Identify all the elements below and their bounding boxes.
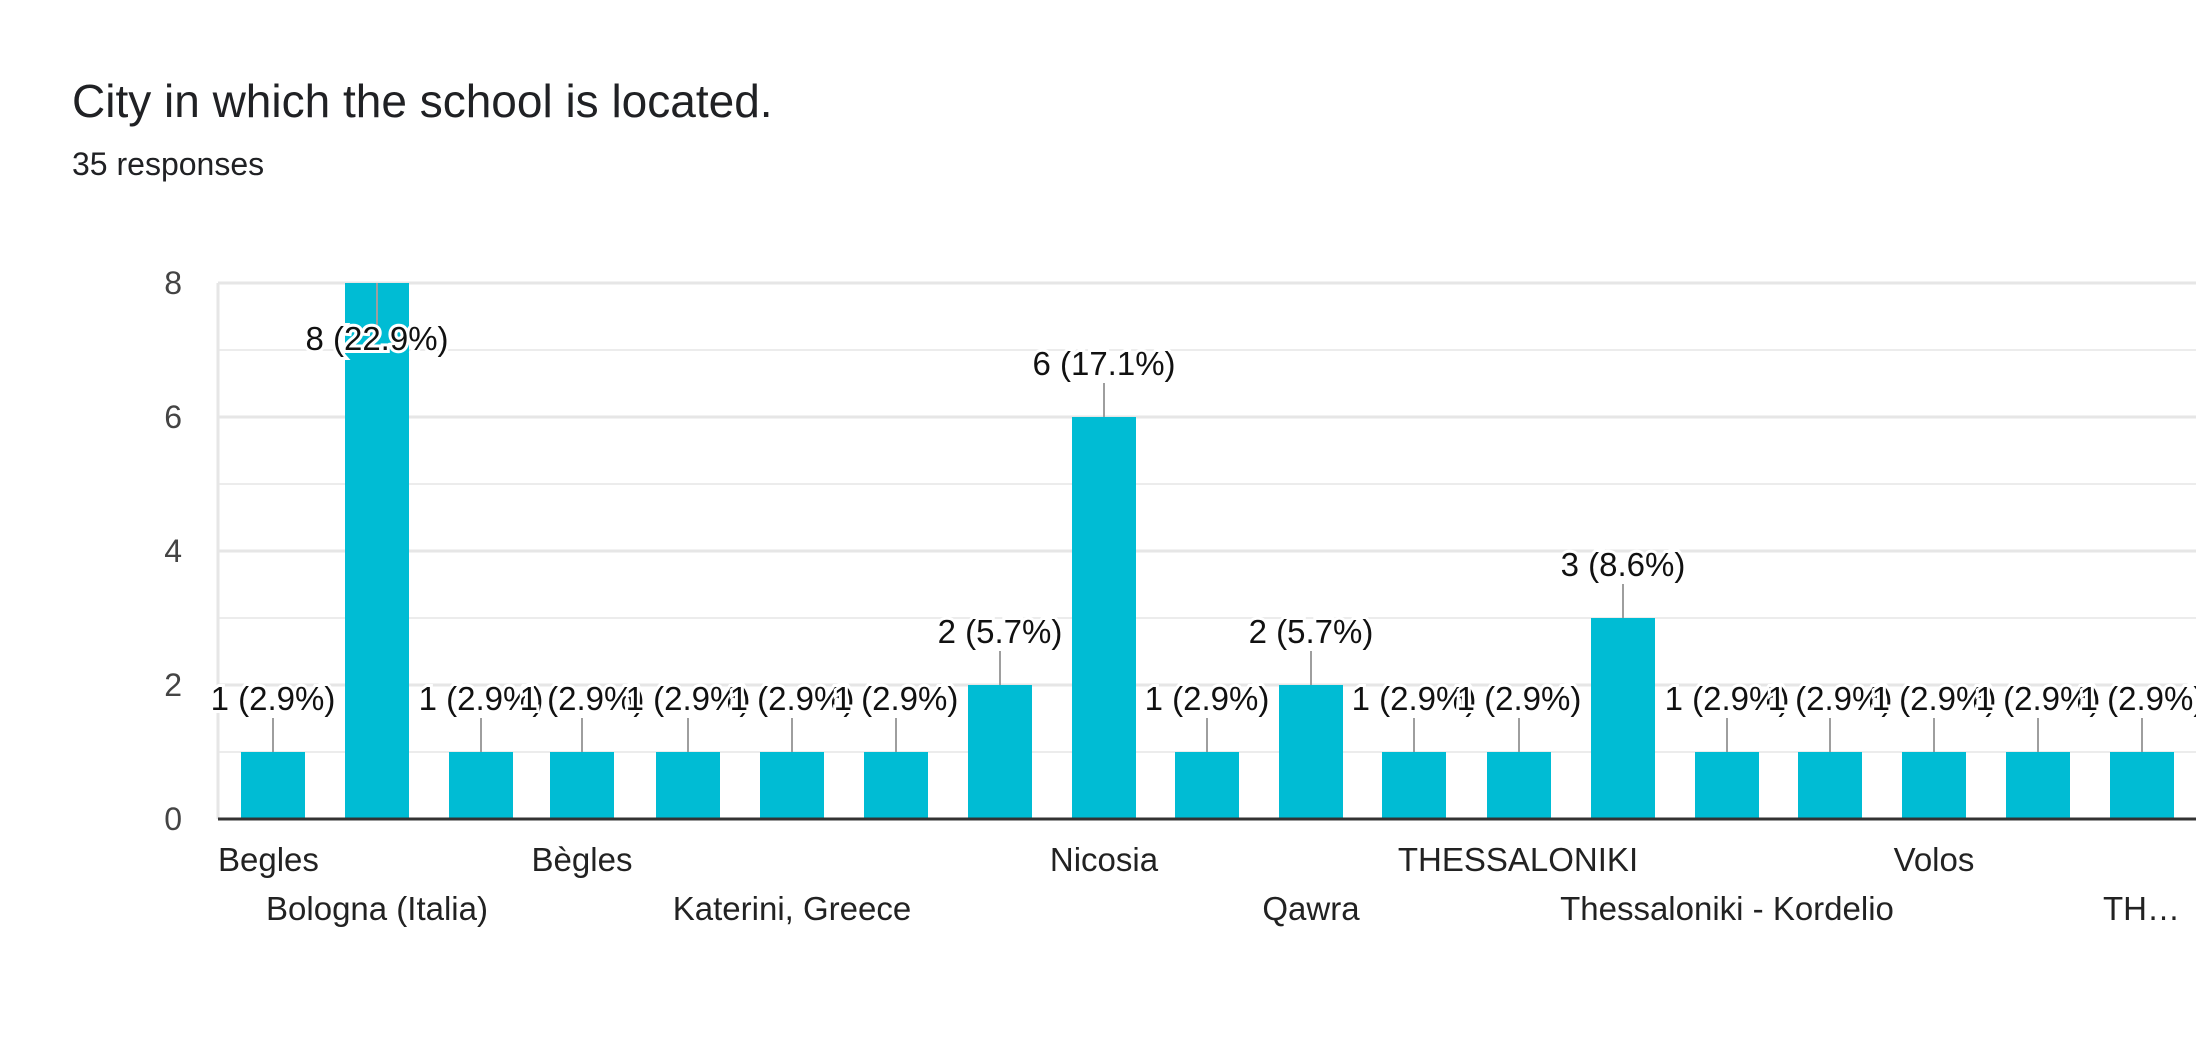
gridlines — [216, 281, 2196, 819]
data-label: 1 (2.9%) — [1352, 680, 1477, 717]
data-label: 2 (5.7%) — [1249, 613, 1374, 650]
data-label: 1 (2.9%) — [834, 680, 959, 717]
x-category-label: Begles — [218, 841, 319, 878]
y-axis-ticks: 0 2 4 6 8 — [164, 265, 182, 837]
data-label: 8 (22.9%) — [305, 320, 448, 357]
y-tick-label: 0 — [164, 801, 182, 837]
bar — [1487, 752, 1551, 819]
x-category-label: Bègles — [532, 841, 633, 878]
bar — [1279, 685, 1343, 819]
bar — [1695, 752, 1759, 819]
x-category-label: Qawra — [1262, 890, 1360, 927]
bar — [656, 752, 720, 819]
data-label: 3 (8.6%) — [1561, 546, 1686, 583]
x-category-label: Thessaloniki - Kordelio — [1560, 890, 1894, 927]
x-category-label: THESSALONIKI — [1398, 841, 1638, 878]
data-label: 1 (2.9%) — [626, 680, 751, 717]
data-label: 2 (5.7%) — [938, 613, 1063, 650]
x-category-label: Volos — [1894, 841, 1975, 878]
response-count: 35 responses — [72, 146, 265, 182]
x-axis-labels: Begles Bologna (Italia) Bègles Katerini, Gr… — [218, 841, 2180, 927]
bar — [241, 752, 305, 819]
bar — [968, 685, 1032, 819]
bar — [1382, 752, 1446, 819]
bar — [1175, 752, 1239, 819]
data-label: 1 (2.9%) — [520, 680, 645, 717]
bar — [760, 752, 824, 819]
bar — [1591, 618, 1655, 819]
x-category-label: Bologna (Italia) — [266, 890, 488, 927]
bar — [550, 752, 614, 819]
y-tick-label: 4 — [164, 533, 182, 569]
data-label: 1 (2.9%) — [730, 680, 855, 717]
bar — [2110, 752, 2174, 819]
bar — [345, 283, 409, 819]
bar — [1902, 752, 1966, 819]
bar — [1798, 752, 1862, 819]
y-tick-label: 2 — [164, 667, 182, 703]
bars — [241, 283, 2174, 819]
data-label: 1 (2.9%) — [211, 680, 336, 717]
y-tick-label: 8 — [164, 265, 182, 301]
chart-title: City in which the school is located. — [72, 75, 773, 127]
x-category-label: Katerini, Greece — [673, 890, 911, 927]
data-label-leaders — [272, 283, 2143, 752]
data-label: 1 (2.9%) — [1872, 680, 1997, 717]
bar — [449, 752, 513, 819]
data-label: 1 (2.9%) — [2080, 680, 2196, 717]
bar — [864, 752, 928, 819]
data-labels: 1 (2.9%)8 (22.9%)1 (2.9%)1 (2.9%)1 (2.9%… — [208, 317, 2196, 720]
data-label: 1 (2.9%) — [1768, 680, 1893, 717]
data-label: 6 (17.1%) — [1032, 345, 1175, 382]
y-tick-label: 6 — [164, 399, 182, 435]
bar — [2006, 752, 2070, 819]
data-label: 1 (2.9%) — [1665, 680, 1790, 717]
bar — [1072, 417, 1136, 819]
data-label: 1 (2.9%) — [419, 680, 544, 717]
x-category-label: TH… — [2103, 890, 2180, 927]
data-label: 1 (2.9%) — [1457, 680, 1582, 717]
data-label: 1 (2.9%) — [1145, 680, 1270, 717]
data-label: 1 (2.9%) — [1976, 680, 2101, 717]
x-category-label: Nicosia — [1050, 841, 1159, 878]
